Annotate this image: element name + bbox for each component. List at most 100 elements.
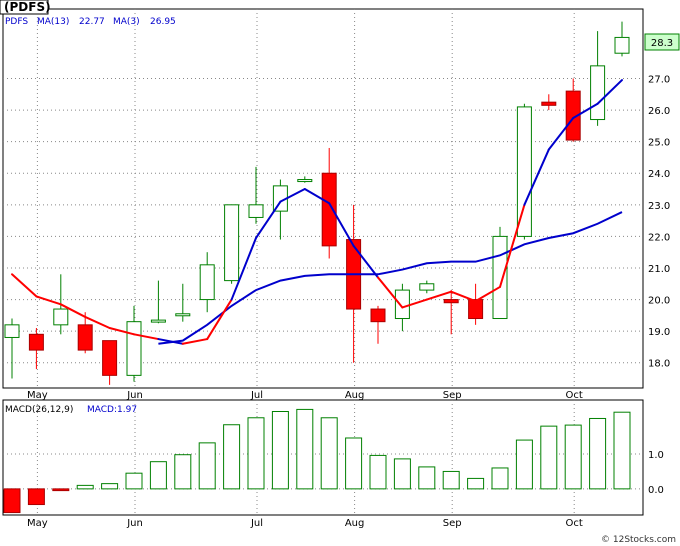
price-tick-label: 26.0 — [648, 106, 670, 117]
ma3-segment — [474, 285, 501, 303]
ma3-segment — [450, 290, 477, 303]
price-tick-label: 21.0 — [648, 264, 670, 275]
price-month-label: Sep — [443, 390, 462, 401]
ma3-segment — [35, 295, 62, 306]
legend-ma3-value: 26.95 — [150, 17, 176, 27]
macd-bar — [320, 417, 338, 490]
candle-body — [28, 333, 44, 351]
ma3-segment — [499, 203, 526, 288]
macd-tick-label: 1.0 — [648, 450, 664, 461]
macd-bar — [418, 466, 436, 490]
macd-month-label: Jul — [250, 518, 263, 529]
candle-body — [248, 204, 264, 218]
macd-bars — [3, 408, 631, 514]
macd-bar — [149, 461, 167, 490]
ma3-segment — [157, 338, 184, 345]
candle-body — [419, 283, 435, 291]
candle-body — [590, 65, 606, 121]
legend-ma13-label: MA(13) — [37, 17, 69, 27]
ma3-segment — [377, 276, 404, 309]
macd-bar — [369, 454, 387, 490]
current-price-label: 28.3 — [651, 38, 673, 49]
candle-body — [53, 308, 69, 326]
candle-body — [370, 308, 386, 323]
macd-bar — [101, 483, 119, 490]
macd-bar — [393, 458, 411, 490]
macd-bar — [540, 425, 558, 490]
ma3-segment — [84, 315, 111, 329]
price-tick-label: 20.0 — [648, 296, 670, 307]
ma13-line — [158, 211, 623, 345]
macd-bar — [271, 411, 289, 490]
macd-legend-value: MACD:1.97 — [87, 405, 137, 415]
legend-ticker: PDFS — [5, 17, 28, 27]
candle-body — [541, 101, 557, 106]
ma3-segment — [547, 116, 575, 151]
candle-body — [175, 313, 191, 317]
ma3-segment — [133, 333, 160, 341]
candle-body — [77, 324, 93, 351]
price-tick-label: 22.0 — [648, 232, 670, 243]
macd-bar — [3, 488, 21, 514]
ma3-segment — [181, 338, 209, 345]
candle-body — [516, 106, 532, 237]
macd-bar — [467, 477, 485, 490]
price-month-label: Jul — [250, 390, 263, 401]
moving-average-lines — [11, 79, 623, 345]
macd-bar — [223, 424, 241, 490]
macd-bar — [27, 488, 45, 506]
title-box — [0, 0, 49, 15]
ma3-segment — [255, 200, 282, 239]
candle-body — [443, 299, 459, 304]
ma3-segment — [523, 148, 550, 206]
macd-bar — [174, 454, 192, 490]
candle-body — [4, 324, 20, 338]
macd-bar — [491, 467, 509, 490]
ma3-segment — [206, 298, 233, 341]
ma3-segment — [425, 290, 453, 301]
candle-body — [126, 321, 142, 376]
price-tick-label: 24.0 — [648, 169, 670, 180]
macd-month-label: Aug — [345, 518, 365, 529]
candle-body — [321, 172, 337, 247]
candle-body — [468, 299, 484, 320]
price-month-label: Jun — [126, 390, 143, 401]
macd-bar — [515, 439, 533, 490]
legend-ma13-value: 22.77 — [79, 17, 105, 27]
macd-month-labels: May Jun Jul Aug Sep Oct — [27, 518, 583, 529]
macd-bar — [76, 484, 94, 490]
macd-bar — [589, 417, 607, 490]
macd-bar — [613, 411, 631, 490]
price-tick-label: 18.0 — [648, 359, 670, 370]
macd-legend-label: MACD(26,12,9) — [5, 405, 73, 415]
ma3-segment — [572, 102, 599, 119]
candle-body — [297, 179, 313, 183]
candle-body — [394, 289, 410, 320]
candle-body — [199, 264, 215, 301]
copyright-credit: © 12Stocks.com — [601, 535, 676, 545]
price-tick-label: 23.0 — [648, 201, 670, 212]
ma3-segment — [596, 79, 623, 105]
ma3-segment — [352, 244, 379, 279]
price-tick-label: 25.0 — [648, 138, 670, 149]
macd-month-label: Oct — [566, 518, 583, 529]
candle-body — [224, 204, 240, 282]
price-month-labels: May Jun Jul Aug Sep Oct — [27, 390, 583, 401]
ma3-segment — [328, 202, 355, 247]
macd-month-label: Jun — [126, 518, 143, 529]
price-month-label: Aug — [345, 390, 365, 401]
macd-tick-label: 0.0 — [648, 485, 664, 496]
macd-bar — [52, 488, 70, 492]
macd-bar — [247, 417, 265, 490]
macd-bar — [442, 470, 460, 490]
macd-month-label: Sep — [443, 518, 462, 529]
ma3-segment — [11, 273, 38, 298]
candle-body — [614, 36, 630, 54]
macd-bar — [125, 472, 143, 490]
ma3-segment — [279, 188, 306, 203]
ma3-segment — [59, 303, 87, 318]
chart-title: (PDFS) — [4, 0, 51, 14]
macd-bar — [296, 408, 314, 490]
macd-axis-ticks: 0.0 1.0 — [648, 450, 664, 496]
